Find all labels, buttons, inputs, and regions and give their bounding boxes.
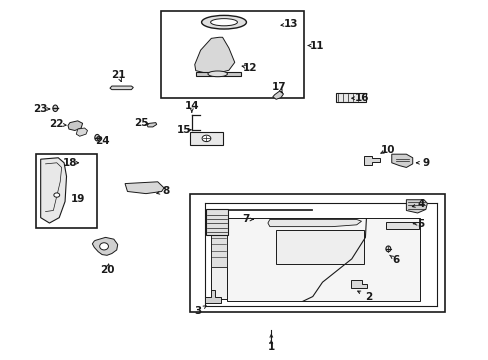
Polygon shape (406, 200, 427, 213)
Text: 10: 10 (380, 144, 395, 154)
Ellipse shape (95, 134, 100, 141)
Text: 24: 24 (95, 136, 109, 146)
Text: 13: 13 (283, 19, 298, 29)
Bar (206, 209, 228, 234)
Text: 23: 23 (33, 104, 48, 114)
Text: 18: 18 (62, 158, 77, 168)
Text: 1: 1 (267, 342, 274, 352)
Ellipse shape (210, 19, 237, 26)
Ellipse shape (201, 15, 246, 29)
Polygon shape (385, 222, 418, 229)
Polygon shape (41, 158, 66, 223)
Polygon shape (350, 280, 366, 288)
Text: 2: 2 (365, 292, 372, 302)
Ellipse shape (54, 193, 60, 197)
Text: 4: 4 (416, 199, 424, 210)
Text: 7: 7 (241, 215, 249, 224)
Text: 25: 25 (134, 118, 148, 128)
Ellipse shape (385, 246, 390, 252)
Polygon shape (125, 182, 163, 194)
Polygon shape (227, 218, 419, 301)
Polygon shape (76, 128, 87, 136)
Ellipse shape (53, 105, 58, 112)
Bar (335, 93, 366, 102)
Polygon shape (391, 154, 412, 167)
Bar (160, 11, 304, 98)
Text: 15: 15 (177, 125, 191, 135)
Text: 20: 20 (100, 265, 114, 275)
Text: 6: 6 (391, 255, 399, 265)
Polygon shape (363, 156, 379, 165)
Bar (195, 72, 240, 76)
Text: 14: 14 (184, 102, 199, 112)
Text: 16: 16 (354, 93, 369, 103)
Bar (36, 154, 97, 228)
Polygon shape (147, 123, 157, 127)
Text: 17: 17 (272, 82, 286, 93)
Polygon shape (194, 37, 234, 73)
Polygon shape (68, 121, 82, 131)
Text: 12: 12 (243, 63, 257, 73)
Text: 22: 22 (49, 120, 64, 129)
Polygon shape (205, 291, 221, 303)
Text: 19: 19 (70, 194, 85, 204)
Polygon shape (211, 221, 227, 267)
Text: 8: 8 (162, 186, 169, 197)
Polygon shape (211, 211, 227, 299)
Ellipse shape (202, 135, 210, 141)
Text: 9: 9 (422, 158, 428, 168)
Text: 21: 21 (111, 70, 126, 80)
Polygon shape (227, 209, 311, 211)
Ellipse shape (100, 243, 108, 250)
Text: 11: 11 (309, 41, 323, 50)
Text: 3: 3 (194, 306, 202, 316)
Polygon shape (267, 220, 361, 226)
Polygon shape (110, 86, 133, 90)
Ellipse shape (207, 71, 227, 77)
Polygon shape (272, 91, 283, 99)
Bar (276, 230, 363, 264)
Text: 5: 5 (417, 219, 424, 229)
Bar (189, 132, 223, 145)
Polygon shape (92, 237, 118, 255)
Bar (189, 194, 445, 312)
